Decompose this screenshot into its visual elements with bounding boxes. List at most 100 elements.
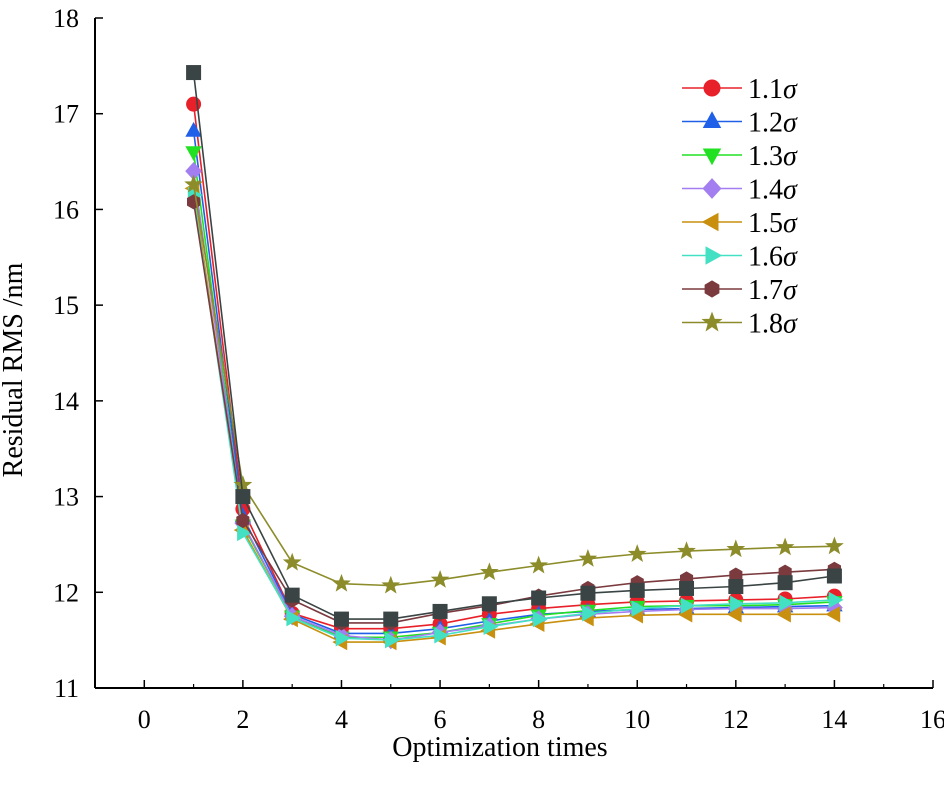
legend-item: 1.5σ [682, 208, 798, 239]
legend-label: 1.8σ [748, 309, 798, 340]
marker-star [825, 536, 844, 555]
marker-triangle-down [185, 146, 202, 162]
marker-triangle-up [702, 111, 722, 128]
marker-hexagon [236, 512, 250, 529]
x-tick-label: 14 [821, 705, 847, 734]
marker-square [481, 596, 497, 612]
y-tick-label: 12 [53, 578, 79, 607]
y-tick-label: 17 [53, 100, 79, 129]
marker-triangle-right [385, 631, 400, 649]
y-tick-label: 15 [53, 291, 79, 320]
marker-star [184, 174, 203, 193]
marker-triangle-right [434, 627, 450, 644]
series-1-1 [186, 96, 842, 637]
x-tick-label: 8 [532, 705, 545, 734]
marker-triangle-left [776, 606, 791, 623]
legend-label: 1.5σ [748, 208, 798, 239]
series-unlabeled [186, 65, 842, 627]
legend-value: 1.3 [748, 141, 783, 172]
legend-value: 1.5 [748, 208, 783, 239]
legend-item: 1.7σ [682, 275, 798, 306]
marker-square [531, 590, 547, 606]
marker-triangle-left [825, 606, 841, 623]
marker-triangle-right [631, 600, 647, 617]
y-tick-label: 13 [53, 483, 79, 512]
legend-label: 1.6σ [748, 242, 798, 273]
legend-item: 1.3σ [682, 141, 798, 172]
legend-symbol: σ [783, 74, 798, 105]
marker-hexagon [704, 280, 720, 298]
marker-square [728, 579, 744, 595]
marker-triangle-right [779, 594, 795, 612]
series-1-8 [184, 174, 844, 594]
y-tick-label: 11 [54, 674, 79, 703]
legend-item: 1.1σ [682, 74, 798, 105]
marker-star [430, 569, 450, 588]
marker-triangle-right [286, 609, 302, 627]
marker-triangle-right [705, 246, 723, 265]
marker-diamond [702, 178, 722, 199]
series-line [192, 184, 835, 587]
marker-triangle-right [730, 595, 745, 612]
y-axis-title: Residual RMS /nm [0, 262, 29, 477]
legend-value: 1.8 [748, 309, 783, 340]
y-tick-label: 18 [53, 4, 79, 33]
marker-star [480, 562, 499, 581]
marker-star [332, 573, 351, 592]
marker-triangle-right [582, 605, 598, 622]
legend-symbol: σ [783, 275, 798, 306]
legend-label: 1.2σ [748, 108, 798, 139]
legend-item: 1.6σ [682, 242, 798, 273]
marker-square [580, 585, 596, 601]
series-1-6 [187, 186, 844, 649]
marker-triangle-up [185, 121, 202, 137]
series-line [192, 194, 835, 641]
legend-symbol: σ [783, 141, 798, 172]
y-tick-label: 16 [53, 195, 79, 224]
legend-symbol: σ [783, 309, 798, 340]
marker-square [826, 568, 842, 584]
series-line [192, 130, 835, 635]
y-tick-label: 14 [53, 387, 79, 416]
marker-star [578, 548, 598, 567]
series-1-3 [185, 146, 843, 647]
marker-square [432, 603, 448, 619]
series-line [192, 72, 835, 620]
legend-value: 1.7 [748, 275, 783, 306]
x-tick-label: 4 [335, 705, 348, 734]
legend-symbol: σ [783, 208, 798, 239]
series-line [192, 104, 835, 630]
marker-triangle-right [680, 597, 696, 614]
marker-star [775, 537, 795, 556]
legend: 1.1σ1.2σ1.3σ1.4σ1.5σ1.6σ1.7σ1.8σ [682, 74, 798, 340]
marker-triangle-left [701, 212, 719, 232]
marker-star [233, 475, 253, 494]
marker-square [383, 611, 399, 627]
x-tick-label: 16 [920, 705, 944, 734]
marker-square [679, 580, 695, 596]
plot-area [184, 65, 844, 651]
legend-value: 1.6 [748, 242, 783, 273]
marker-square [629, 582, 645, 598]
legend-symbol: σ [783, 242, 798, 273]
x-tick-label: 0 [138, 705, 151, 734]
x-axis-title: Optimization times [392, 732, 607, 763]
legend-value: 1.1 [748, 74, 783, 105]
marker-triangle-left [726, 606, 742, 623]
marker-triangle-right [335, 630, 351, 647]
marker-square [777, 575, 793, 591]
legend-item: 1.2σ [682, 108, 798, 139]
legend-value: 1.4 [748, 175, 783, 206]
marker-square [284, 587, 300, 603]
axes: 0 2 4 6 8 10 12 14 16 11 12 13 14 15 16 17 18 [53, 4, 944, 734]
marker-star [627, 544, 647, 562]
marker-star [529, 555, 548, 574]
marker-triangle-down [702, 148, 722, 166]
x-tick-label: 10 [624, 705, 650, 734]
legend-label: 1.1σ [748, 74, 798, 105]
marker-triangle-right [532, 610, 548, 628]
marker-star [726, 539, 746, 558]
marker-triangle-right [483, 618, 499, 635]
legend-symbol: σ [783, 108, 798, 139]
